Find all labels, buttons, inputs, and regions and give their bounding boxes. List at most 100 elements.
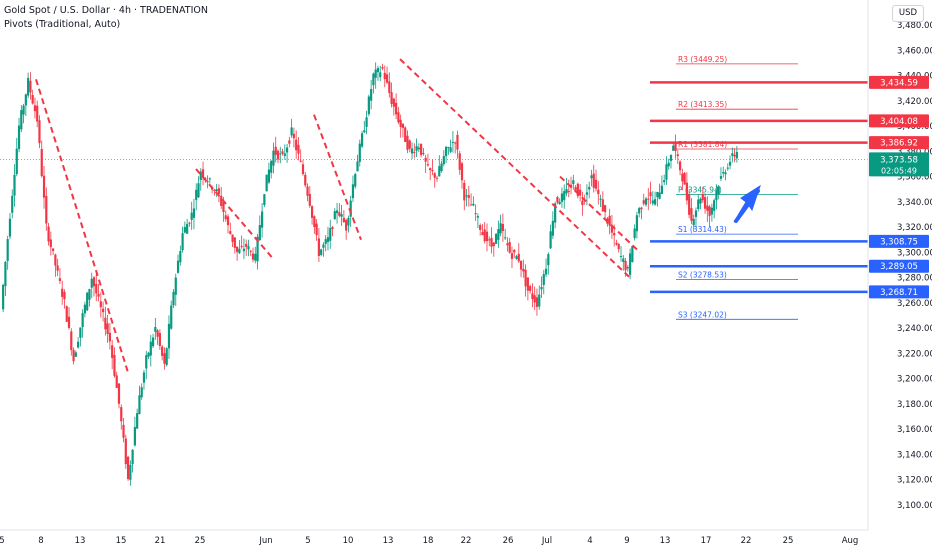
candle-body [722, 171, 725, 174]
candle-body [533, 295, 536, 303]
candle-body [108, 332, 112, 342]
pivot-label: S3 (3247.02) [678, 310, 727, 319]
downtrend-line [399, 58, 631, 279]
candle-body [628, 253, 632, 275]
candle-body [388, 81, 391, 93]
candle-body [29, 80, 32, 93]
candle-body [4, 261, 7, 287]
candle-body [315, 223, 318, 236]
candle-body [88, 289, 91, 300]
candle-body [63, 291, 66, 300]
candle-body [238, 248, 241, 254]
pivot-label: P (3345.94) [678, 185, 722, 194]
pivot-label: R3 (3449.25) [678, 55, 727, 64]
candle-body [447, 147, 450, 149]
x-tick-label: 9 [624, 536, 629, 546]
support-level-tag [869, 234, 929, 248]
candle-body [226, 216, 230, 226]
candle-body [544, 268, 548, 275]
candle-body [647, 198, 650, 200]
candle-body [549, 231, 552, 249]
indicator-name: Pivots (Traditional, Auto) [4, 19, 121, 30]
candle-body [101, 308, 105, 313]
y-tick-label: 3,340.00 [897, 198, 932, 208]
candle-body [188, 222, 191, 224]
downtrend-line [35, 79, 129, 373]
candle-body [713, 200, 716, 211]
candle-body [692, 218, 695, 226]
candle-body [467, 195, 470, 198]
candle-body [186, 224, 189, 234]
candle-body [301, 164, 305, 175]
x-tick-label: 25 [783, 536, 794, 546]
candle-body [129, 464, 132, 480]
candle-body [299, 160, 302, 162]
y-tick-label: 3,480.00 [897, 21, 932, 31]
candle-body [381, 67, 384, 69]
candle-body [199, 171, 202, 180]
candle-body [72, 349, 75, 362]
candle-body [260, 211, 264, 228]
candle-body [192, 208, 196, 218]
candle-body [351, 184, 355, 199]
x-tick-label: Jul [541, 536, 552, 546]
candle-body [688, 194, 691, 215]
candle-body [61, 288, 64, 297]
candle-body [31, 94, 34, 104]
candle-body [172, 291, 175, 306]
candle-body [708, 206, 711, 216]
candle-body [90, 278, 93, 288]
candle-body [161, 346, 164, 356]
candle-body [285, 147, 289, 153]
candle-body [310, 206, 314, 218]
candle-body [415, 146, 418, 151]
candle-body [331, 227, 334, 229]
candle-body [472, 203, 475, 206]
candle-body [660, 185, 664, 194]
candle-body [649, 192, 652, 197]
candle-body [490, 237, 493, 247]
candle-body [117, 383, 121, 404]
x-tick-label: 25 [195, 536, 206, 546]
candle-body [329, 228, 332, 241]
support-level-tag [869, 285, 929, 299]
candle-body [422, 152, 425, 154]
candle-body [2, 284, 5, 310]
candle-body [138, 395, 141, 415]
candle-body [124, 438, 127, 465]
candle-body [717, 186, 720, 195]
currency-button[interactable]: USD [892, 5, 924, 22]
candle-body [345, 220, 348, 231]
candle-body [588, 186, 591, 190]
candle-body [247, 246, 250, 250]
pivot-label: R1 (3381.84) [678, 140, 727, 149]
candle-body [206, 181, 209, 183]
candle-body [288, 140, 291, 144]
candle-body [547, 254, 550, 266]
candle-body [158, 332, 161, 347]
candle-body [435, 177, 439, 179]
candle-body [408, 140, 411, 149]
candle-body [390, 92, 393, 104]
candle-body [304, 174, 307, 186]
candle-body [317, 238, 320, 256]
candle-body [510, 253, 514, 259]
candle-body [347, 217, 350, 226]
candle-body [633, 228, 636, 239]
current-price-tag [869, 152, 929, 177]
downtrend-line [559, 175, 641, 254]
candle-body [617, 244, 620, 250]
candle-body [242, 248, 246, 252]
candle-body [683, 172, 686, 185]
candle-body [11, 195, 14, 213]
candle-body [326, 237, 330, 243]
candle-body [133, 427, 136, 446]
candle-body [340, 214, 343, 217]
candle-body [74, 352, 77, 357]
arrow-layer [733, 184, 761, 223]
candle-body [604, 205, 607, 213]
candle-body [233, 237, 236, 248]
pivot-label: S2 (3278.53) [678, 270, 727, 279]
candle-body [170, 305, 173, 329]
